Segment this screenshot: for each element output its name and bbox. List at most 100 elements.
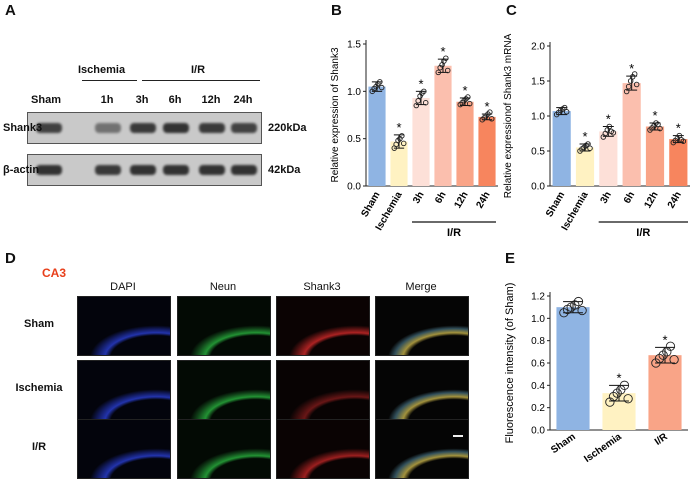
bar: [669, 139, 688, 186]
bar: [412, 97, 430, 186]
data-point: [610, 130, 617, 136]
y-tick-label: 0.2: [531, 403, 545, 414]
data-point: [587, 145, 593, 151]
data-point: [466, 100, 473, 107]
lane-label: 3h: [135, 94, 149, 106]
x-tick-label: 24h: [666, 190, 684, 210]
bar: [599, 131, 618, 186]
bar: [648, 355, 682, 430]
blot-band: [36, 123, 62, 133]
blot-band: [95, 123, 121, 133]
y-tick-label: 0.6: [531, 359, 545, 370]
lane-label: 24h: [233, 94, 253, 106]
blot-band: [130, 165, 156, 175]
lane-label: 12h: [201, 94, 221, 106]
data-point: [631, 71, 638, 77]
x-tick-label: Sham: [359, 190, 382, 219]
data-point: [377, 79, 383, 85]
x-tick-label: Sham: [544, 190, 567, 219]
ir-bracket: [142, 80, 260, 81]
row-label-beta-actin: β-actin: [3, 164, 40, 176]
x-tick-label: Ischemia: [582, 431, 624, 465]
data-point: [665, 341, 676, 351]
x-tick-label: 6h: [622, 190, 637, 206]
data-point: [655, 121, 661, 128]
data-point: [421, 88, 427, 95]
blot-band: [95, 165, 121, 175]
data-point: [585, 141, 591, 147]
x-tick-label: 3h: [411, 190, 426, 206]
y-tick-label: 0.4: [531, 381, 545, 392]
data-point: [623, 88, 630, 95]
micrograph-tile: [177, 296, 271, 356]
data-point: [606, 123, 613, 130]
y-axis-label: Fluorescence intensity (of Sham): [504, 283, 516, 444]
lane-label: Sham: [31, 94, 61, 106]
micrograph-tile: [276, 419, 370, 479]
blot-band: [199, 165, 225, 175]
y-tick-label: 0.5: [347, 134, 361, 145]
data-point: [400, 140, 407, 147]
data-point: [680, 138, 687, 144]
micro-column-label: Shank3: [303, 281, 341, 293]
panel-label-c: C: [506, 2, 517, 19]
micrograph-tile: [77, 419, 171, 479]
data-point: [676, 132, 683, 139]
data-point: [623, 394, 633, 404]
y-tick-label: 0.0: [347, 182, 361, 193]
data-point: [435, 69, 442, 76]
group-label-ischemia: Ischemia: [78, 64, 126, 76]
significance-mark: *: [662, 332, 667, 347]
micro-row-label: I/R: [31, 441, 47, 453]
bar: [552, 111, 571, 186]
y-tick-label: 0.0: [531, 182, 545, 193]
data-point: [619, 380, 630, 390]
data-point: [658, 350, 668, 360]
panel-label-a: A: [5, 2, 16, 19]
data-point: [487, 109, 493, 115]
y-axis-label: Relative expression of Shank3: [330, 47, 341, 183]
micrograph-tile: [375, 296, 469, 356]
significance-mark: *: [606, 112, 611, 127]
data-point: [669, 355, 679, 365]
chart-shank3-protein: Relative expression of Shank3 0.0 0.5 1.0 1.…: [330, 40, 498, 239]
scale-bar: [453, 435, 463, 437]
significance-mark: *: [582, 129, 587, 144]
group-label-ir: I/R: [191, 64, 206, 76]
bar: [645, 126, 665, 186]
row-label-shank3: Shank3: [3, 122, 43, 134]
bar: [456, 101, 474, 186]
data-point: [563, 109, 570, 115]
micrograph-tile: [375, 360, 469, 420]
micro-row-label: Sham: [24, 318, 54, 330]
data-point: [612, 388, 622, 398]
micrograph-tile: [375, 419, 469, 479]
ischemia-bracket: [82, 80, 137, 81]
significance-mark: *: [616, 370, 621, 385]
x-tick-label: 12h: [452, 190, 470, 210]
y-tick-label: 1.5: [347, 40, 361, 51]
bar: [556, 307, 590, 430]
significance-mark: *: [652, 108, 657, 123]
data-point: [443, 55, 449, 61]
micrograph-tile: [177, 360, 271, 420]
significance-mark: *: [440, 44, 445, 59]
x-tick-label: Sham: [549, 431, 578, 456]
data-point: [422, 99, 429, 106]
data-point: [413, 102, 420, 109]
data-point: [465, 94, 471, 100]
bar: [575, 147, 595, 186]
lane-label: 1h: [100, 94, 114, 106]
chart-fluorescence-intensity: Fluorescence intensity (of Sham) 0.0 0.2 0.…: [504, 283, 688, 465]
chart-shank3-mrna: Relative expressionof Shank3 mRNA 0.0 0.5 1…: [503, 33, 690, 239]
size-label-shank3: 220kDa: [268, 122, 307, 134]
panel-label-d: D: [5, 250, 16, 267]
data-point: [633, 81, 640, 88]
bar: [368, 86, 386, 186]
micrograph-tile: [177, 419, 271, 479]
data-point: [625, 83, 632, 90]
data-point: [654, 353, 665, 364]
y-axis-label: Relative expressionof Shank3 mRNA: [503, 33, 514, 198]
x-tick-label: 3h: [599, 190, 614, 206]
y-tick-label: 0.8: [531, 336, 545, 347]
